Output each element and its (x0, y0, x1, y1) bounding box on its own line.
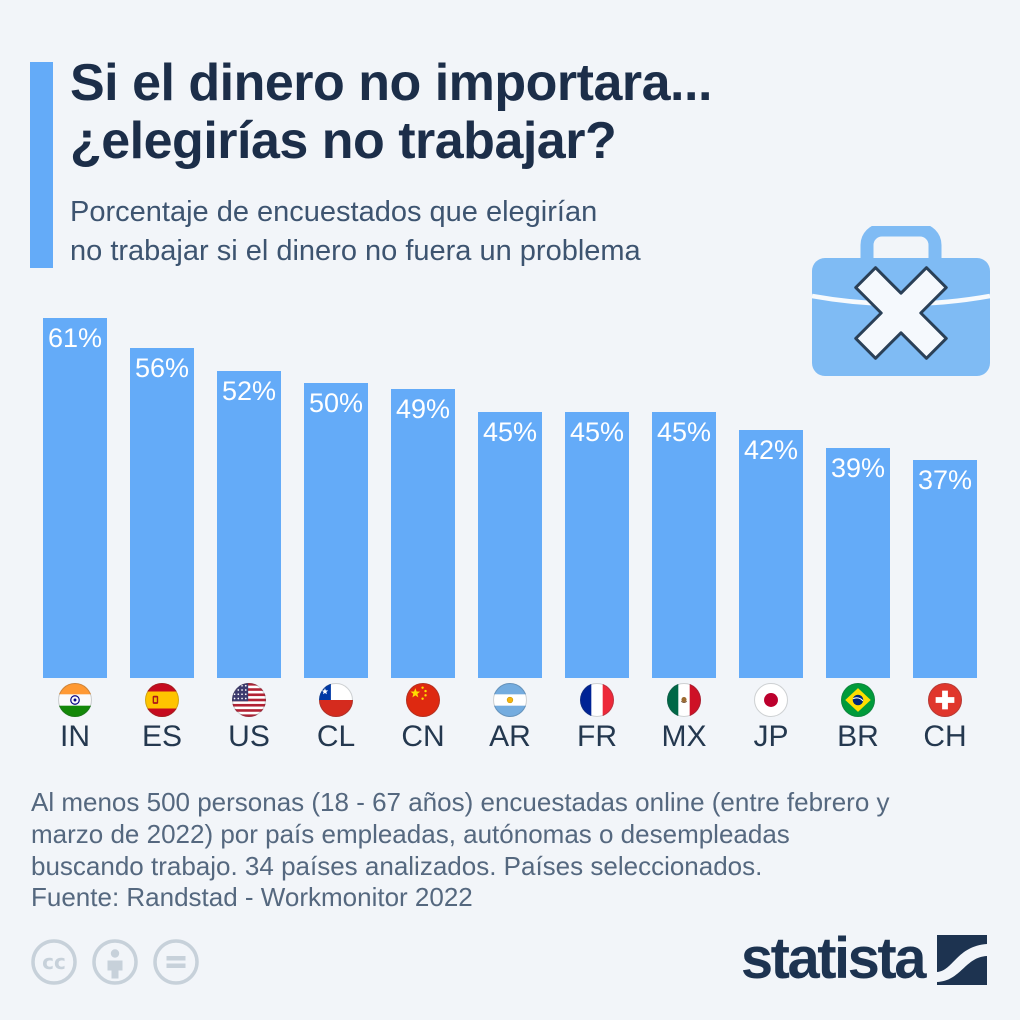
bar-value-label: 39% (830, 453, 886, 483)
country-code-label: JP (753, 720, 789, 753)
footnote-line: marzo de 2022) por país empleadas, autón… (31, 819, 790, 849)
bar-track: 56% (130, 318, 194, 678)
country-code-label: US (228, 720, 270, 753)
country-code-label: MX (661, 720, 707, 753)
bar-chart: 61% IN 56% ES 52% US 50% CL 49% CN 45% AR 45% FR 45% MX… (43, 318, 977, 754)
bar-track: 37% (913, 318, 977, 678)
bar-track: 45% (565, 318, 629, 678)
title-accent-bar (30, 62, 53, 268)
title-line2: ¿elegirías no trabajar? (70, 112, 617, 170)
statista-logomark-icon (937, 935, 987, 990)
bar-value-label: 56% (134, 353, 190, 383)
bar-value-label: 37% (917, 465, 973, 495)
attribution-person-icon[interactable] (91, 938, 139, 991)
bar-track: 39% (826, 318, 890, 678)
bar-column: 56% ES (130, 318, 194, 754)
bar-column: 50% CL (304, 318, 368, 754)
bar-value-label: 42% (743, 435, 799, 465)
footnote-line: Al menos 500 personas (18 - 67 años) enc… (31, 787, 890, 817)
country-code-label: IN (60, 720, 90, 753)
bar: 56% (130, 348, 194, 678)
bar: 45% (565, 412, 629, 678)
country-code-label: ES (141, 720, 183, 753)
bar: 42% (739, 430, 803, 678)
bar-column: 45% AR (478, 318, 542, 754)
bar: 61% (43, 318, 107, 678)
flag-br-icon (841, 683, 875, 717)
country-code-label: CN (401, 720, 445, 753)
bar: 37% (913, 460, 977, 678)
chart-subtitle: Porcentaje de encuestados que elegirían … (70, 193, 641, 271)
bar-value-label: 49% (395, 394, 451, 424)
flag-mx-icon (667, 683, 701, 717)
bar-track: 45% (652, 318, 716, 678)
bar-column: 45% MX (652, 318, 716, 754)
source-line: Fuente: Randstad - Workmonitor 2022 (31, 882, 473, 912)
bar-value-label: 52% (221, 376, 277, 406)
footnote: Al menos 500 personas (18 - 67 años) enc… (31, 786, 890, 882)
country-code-label: BR (837, 720, 879, 753)
title-line1: Si el dinero no importara... (70, 54, 712, 112)
statista-logo[interactable]: statista (741, 928, 987, 990)
bar-track: 42% (739, 318, 803, 678)
creative-commons-icon[interactable]: cc (30, 938, 78, 991)
flag-in-icon (58, 683, 92, 717)
no-work-briefcase-icon (810, 223, 992, 378)
subtitle-line2: no trabajar si el dinero no fuera un pro… (70, 235, 641, 267)
bar-column: 52% US (217, 318, 281, 754)
bar: 50% (304, 383, 368, 678)
bar-value-label: 45% (656, 417, 712, 447)
statista-wordmark: statista (740, 926, 927, 991)
bar-value-label: 61% (47, 323, 103, 353)
bar-column: 45% FR (565, 318, 629, 754)
bar-track: 50% (304, 318, 368, 678)
bar-value-label: 45% (569, 417, 625, 447)
bar-column: 37% CH (913, 318, 977, 754)
bar: 52% (217, 371, 281, 678)
bar-track: 49% (391, 318, 455, 678)
bar: 39% (826, 448, 890, 678)
bar-column: 42% JP (739, 318, 803, 754)
bar-value-label: 45% (482, 417, 538, 447)
bar-track: 52% (217, 318, 281, 678)
flag-cl-icon (319, 683, 353, 717)
flag-fr-icon (580, 683, 614, 717)
bar-column: 61% IN (43, 318, 107, 754)
page-title: Si el dinero no importara... ¿elegirías … (70, 54, 712, 170)
bar-column: 39% BR (826, 318, 890, 754)
footnote-line: buscando trabajo. 34 países analizados. … (31, 851, 763, 881)
flag-cn-icon (406, 683, 440, 717)
country-code-label: CH (923, 720, 967, 753)
cc-license-icons[interactable]: cc (30, 938, 200, 991)
flag-es-icon (145, 683, 179, 717)
bar-track: 61% (43, 318, 107, 678)
flag-us-icon (232, 683, 266, 717)
subtitle-line1: Porcentaje de encuestados que elegirían (70, 196, 598, 228)
no-derivatives-equals-icon[interactable] (152, 938, 200, 991)
flag-ch-icon (928, 683, 962, 717)
country-code-label: AR (489, 720, 531, 753)
flag-jp-icon (754, 683, 788, 717)
bar-value-label: 50% (308, 388, 364, 418)
bar: 45% (478, 412, 542, 678)
flag-ar-icon (493, 683, 527, 717)
country-code-label: FR (577, 720, 617, 753)
svg-text:cc: cc (42, 950, 66, 974)
bar-column: 49% CN (391, 318, 455, 754)
bar: 45% (652, 412, 716, 678)
country-code-label: CL (316, 720, 356, 753)
bar: 49% (391, 389, 455, 678)
bar-track: 45% (478, 318, 542, 678)
